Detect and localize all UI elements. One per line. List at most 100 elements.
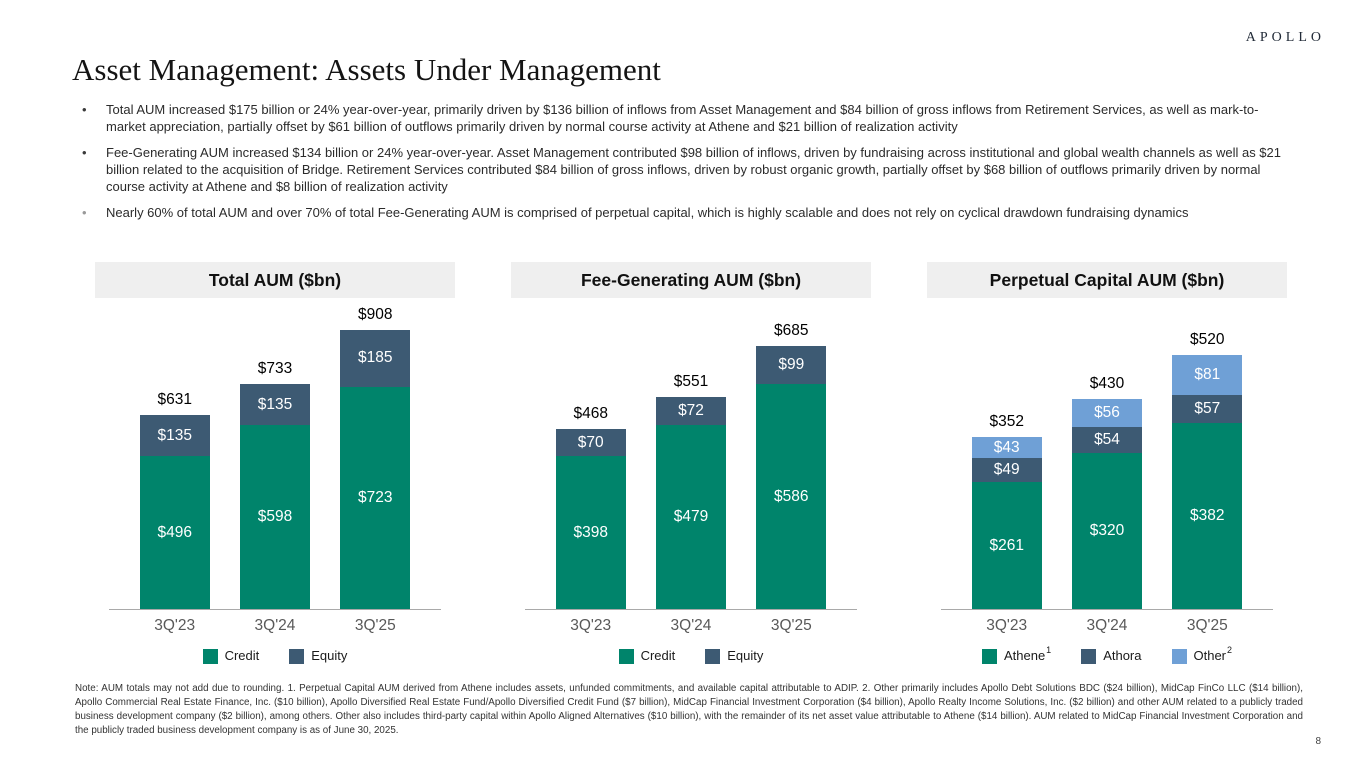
footnote: Note: AUM totals may not add due to roun…	[75, 683, 1303, 736]
bar-total-label: $468	[573, 405, 608, 423]
legend-label: Equity	[727, 648, 764, 663]
bar-segment: $43	[971, 436, 1042, 458]
chart-title-fee-generating-aum: Fee-Generating AUM ($bn)	[511, 262, 871, 298]
page-number: 8	[1315, 736, 1321, 747]
bar-segment: $598	[240, 425, 310, 609]
bar-segment-label: $185	[358, 349, 393, 367]
bar-column: $551 $72 $479	[656, 373, 726, 609]
x-axis-label: 3Q'24	[670, 617, 712, 634]
chart-panel-total-aum: Total AUM ($bn) $631 $135 $496 $733 $135 $598…	[95, 262, 455, 664]
legend-swatch-icon	[1171, 649, 1187, 664]
legend-item: Equity	[289, 648, 347, 664]
bar-segment: $72	[656, 397, 726, 425]
bullet-item: • Nearly 60% of total AUM and over 70% o…	[80, 204, 1285, 221]
legend-label: Athene	[1003, 648, 1046, 663]
legend-label: Credit	[224, 648, 260, 663]
legend-label: Athora	[1103, 648, 1142, 663]
bar-column: $430 $56 $54 $320	[1072, 375, 1142, 609]
bar-segment: $99	[756, 345, 827, 384]
bar-column: $468 $70 $398	[555, 405, 626, 609]
x-axis-label: 3Q'23	[154, 617, 196, 634]
bar-total-label: $733	[257, 359, 293, 377]
bar-segment-label: $261	[989, 536, 1024, 554]
bar-segment: $70	[555, 429, 626, 456]
plot-area: $352 $43 $49 $261 $430 $56 $54 $320 $520 $81 $57 $3…	[941, 298, 1273, 610]
bar-segment: $382	[1172, 422, 1243, 609]
bar-segment-label: $135	[157, 426, 192, 444]
legend-label: Credit	[640, 648, 676, 663]
bar-column: $352 $43 $49 $261	[971, 412, 1042, 609]
bar-segment: $185	[340, 329, 411, 387]
bar-segment: $135	[240, 383, 310, 425]
bar-segment: $49	[971, 457, 1042, 482]
bar-total-label: $352	[989, 412, 1024, 430]
legend-swatch-icon	[289, 649, 305, 664]
legend-swatch-icon	[618, 649, 634, 664]
bullet-text: Fee-Generating AUM increased $134 billio…	[106, 145, 1281, 194]
x-axis-label: 3Q'24	[254, 617, 296, 634]
bar-segment-label: $723	[358, 489, 393, 506]
bar-segment-label: $56	[1094, 404, 1120, 422]
legend-item: Equity	[705, 648, 763, 664]
bar-segment-label: $99	[778, 355, 805, 373]
bar-segment-label: $320	[1089, 522, 1125, 540]
bullet-item: • Total AUM increased $175 billion or 24…	[80, 101, 1285, 135]
bar-segment: $261	[971, 481, 1042, 609]
bullet-dot-icon: •	[82, 102, 87, 117]
bullet-dot-icon: •	[82, 205, 87, 220]
bar-segment-label: $479	[673, 508, 709, 526]
legend-swatch-icon	[202, 649, 218, 664]
bar-segment: $586	[756, 383, 827, 609]
bullet-item: • Fee-Generating AUM increased $134 bill…	[80, 144, 1285, 195]
legend-label: Equity	[311, 648, 348, 663]
bullet-text: Total AUM increased $175 billion or 24% …	[106, 102, 1259, 134]
bar-column: $685 $99 $586	[756, 321, 827, 609]
plot-area: $631 $135 $496 $733 $135 $598 $908 $185 $723	[109, 298, 441, 610]
chart-legend: Credit Equity	[511, 648, 871, 664]
x-axis-label: 3Q'25	[1186, 617, 1228, 634]
bar-segment: $57	[1172, 394, 1243, 423]
bar-total-label: $520	[1190, 331, 1225, 349]
bar-segment-label: $81	[1194, 366, 1221, 384]
bar-column: $631 $135 $496	[139, 390, 210, 609]
legend-item: Other 2	[1171, 645, 1233, 664]
bar-segment: $81	[1172, 355, 1243, 395]
bar-segment: $723	[340, 386, 411, 609]
x-axis-label: 3Q'23	[986, 617, 1028, 634]
bar-segment: $135	[139, 414, 210, 457]
legend-footnote-ref: 2	[1227, 645, 1233, 655]
x-axis-labels: 3Q'23 3Q'24 3Q'25	[109, 617, 440, 635]
bar-total-label: $908	[358, 305, 393, 323]
bar-segment-label: $72	[678, 402, 704, 420]
bar-segment-label: $382	[1190, 507, 1225, 525]
bar-segment: $479	[656, 424, 726, 609]
x-axis-label: 3Q'24	[1086, 617, 1128, 634]
bar-segment-label: $586	[774, 487, 809, 505]
legend-swatch-icon	[705, 649, 721, 664]
bar-segment-label: $57	[1194, 400, 1221, 418]
chart-legend: Athene 1 Athora Other 2	[927, 645, 1287, 664]
bar-total-label: $551	[673, 373, 709, 391]
bar-segment: $496	[139, 456, 210, 609]
bar-segment-label: $43	[993, 438, 1020, 456]
bar-segment-label: $70	[577, 433, 604, 451]
x-axis-label: 3Q'25	[354, 617, 396, 634]
bar-segment-label: $49	[993, 461, 1020, 478]
bullet-dot-icon: •	[82, 145, 87, 160]
bar-total-label: $430	[1089, 375, 1125, 393]
bar-column: $908 $185 $723	[340, 305, 411, 609]
legend-item: Athene 1	[981, 646, 1051, 664]
x-axis-labels: 3Q'23 3Q'24 3Q'25	[525, 617, 856, 635]
chart-panel-fee-generating-aum: Fee-Generating AUM ($bn) $468 $70 $398 $551…	[511, 262, 871, 664]
legend-item: Athora	[1081, 648, 1142, 664]
bar-column: $733 $135 $598	[240, 359, 310, 609]
chart-title-perpetual-capital-aum: Perpetual Capital AUM ($bn)	[927, 262, 1287, 298]
bar-segment-label: $598	[257, 508, 293, 526]
bar-total-label: $685	[774, 321, 809, 339]
legend-item: Credit	[202, 648, 260, 664]
bar-total-label: $631	[157, 390, 192, 408]
bar-segment-label: $54	[1094, 431, 1120, 448]
bar-segment: $56	[1072, 399, 1142, 427]
x-axis-labels: 3Q'23 3Q'24 3Q'25	[941, 617, 1272, 635]
